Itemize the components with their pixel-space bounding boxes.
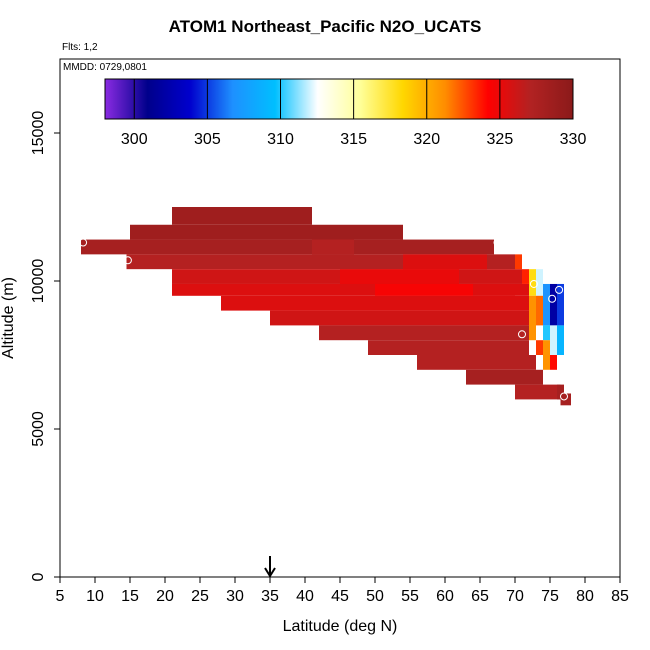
sample-point [123,256,132,265]
sample-point [560,392,568,401]
x-tick-label: 65 [471,588,489,605]
sample-point [548,294,557,303]
heatmap-cell [557,325,564,355]
heatmap-cell [550,355,557,370]
heatmap-cell [543,283,550,326]
heatmap-cell [515,384,561,400]
sample-point [555,285,564,294]
colorbar: 300 305 310 315 320 325 330 [104,78,587,148]
heatmap-cell [81,239,494,255]
x-tick-label: 75 [541,588,559,605]
heatmap-cell [515,254,522,270]
colorbar-tick-label: 330 [560,131,587,148]
colorbar-tick-label: 325 [487,131,514,148]
heatmap-cell [417,355,536,370]
y-axis: 0 5000 10000 15000 [30,111,60,581]
heatmap-cell [536,340,543,355]
heatmap-cell [368,340,529,355]
y-tick-label: 0 [30,572,47,581]
sample-point [518,330,526,339]
x-tick-label: 70 [506,588,524,605]
heatmap-cell [312,239,354,255]
heatmap-cells [81,207,571,406]
y-tick-label: 10000 [30,259,47,304]
heatmap-cell [522,269,529,284]
heatmap-cell [550,325,557,355]
x-tick-label: 35 [261,588,279,605]
heatmap-cell [340,269,459,284]
sample-point [493,238,502,247]
colorbar-gradient [104,78,574,120]
x-tick-label: 85 [611,588,629,605]
heatmap-cell [319,325,529,341]
heatmap-cell [557,384,564,400]
heatmap-cell [536,269,543,296]
x-tick-label: 25 [191,588,209,605]
x-tick-label: 30 [226,588,244,605]
x-tick-label: 20 [156,588,174,605]
x-tick-label: 55 [401,588,419,605]
heatmap-cell [403,254,487,270]
colorbar-tick-label: 305 [194,131,221,148]
x-tick-label: 80 [576,588,594,605]
y-tick-label: 5000 [30,411,47,447]
sample-point [212,197,221,206]
heatmap-cell [473,283,515,296]
x-tick-label: 15 [121,588,139,605]
sample-point [79,238,88,247]
colorbar-ticks: 300 305 310 315 320 325 330 [121,79,587,148]
heatmap-cell [375,283,473,296]
chart-title: ATOM1 Northeast_Pacific N2O_UCATS [168,17,482,36]
flights-label: Flts: 1,2 [62,42,98,53]
x-tick-label: 60 [436,588,454,605]
heatmap-cell [550,283,557,326]
colorbar-tick-label: 315 [340,131,367,148]
colorbar-tick-label: 310 [267,131,294,148]
heatmap-cell [221,295,529,311]
y-axis-label: Altitude (m) [0,277,17,359]
x-tick-label: 10 [86,588,104,605]
heatmap-cell [172,283,529,296]
marker-arrow-head [264,567,276,578]
x-tick-label: 50 [366,588,384,605]
heatmap-cell [270,310,529,326]
heatmap-cell [543,325,550,341]
x-tick-label: 40 [296,588,314,605]
colorbar-tick-label: 320 [413,131,440,148]
heatmap-cell [529,295,536,341]
x-tick-label: 5 [56,588,65,605]
latitude-marker-arrow [264,556,276,578]
sample-point [529,279,538,288]
heatmap-cell [536,295,543,326]
heatmap-cell [557,283,564,326]
heatmap-cell [543,340,550,370]
colorbar-tick-label: 300 [121,131,148,148]
heatmap-cell [466,369,543,385]
heatmap-cell [529,269,536,296]
sample-points [79,197,568,401]
heatmap-cell [172,207,312,225]
heatmap-cell [130,224,403,240]
x-tick-label: 45 [331,588,349,605]
x-axis: 5 10 15 20 25 30 35 40 45 50 55 60 65 70 75 80 85 [56,577,629,605]
dates-label: MMDD: 0729,0801 [63,62,147,73]
x-axis-label: Latitude (deg N) [283,618,398,635]
y-tick-label: 15000 [30,111,47,156]
